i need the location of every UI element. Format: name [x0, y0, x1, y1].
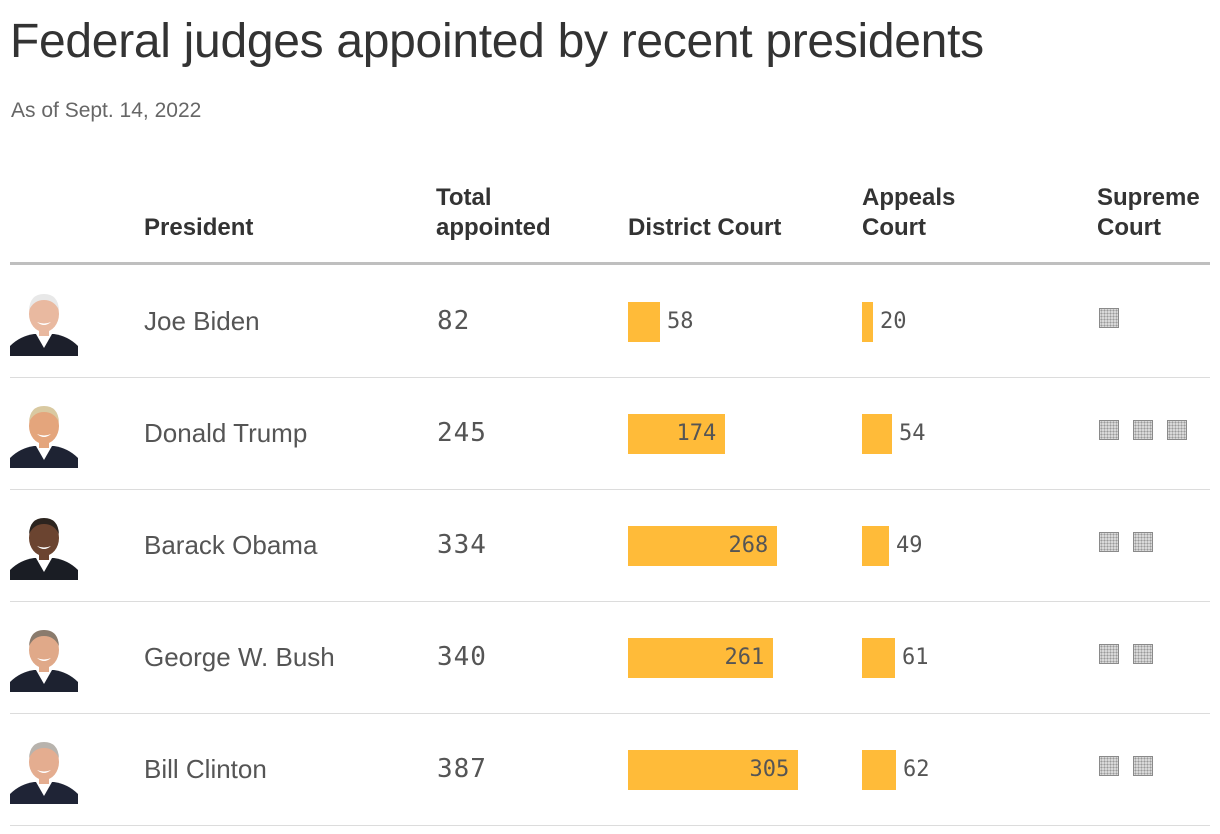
- district-court-bar: [628, 302, 660, 342]
- district-court-label: 58: [667, 309, 694, 334]
- barack-obama-portrait-icon: [10, 512, 78, 580]
- george-w-bush-portrait-icon: [10, 624, 78, 692]
- header-president: President: [144, 214, 254, 241]
- supreme-court-justice-icon: [1133, 420, 1153, 440]
- total-appointed-value: 387: [437, 754, 487, 784]
- header-supreme-line1: Supreme: [1097, 184, 1200, 211]
- row-divider: [10, 377, 1210, 378]
- total-appointed-value: 245: [437, 418, 487, 448]
- appeals-court-bar: [862, 414, 892, 454]
- appeals-court-label: 20: [880, 309, 907, 334]
- header-supreme-line2: Court: [1097, 214, 1161, 241]
- header-district: District Court: [628, 214, 782, 241]
- row-divider: [10, 601, 1210, 602]
- district-court-label: 305: [749, 757, 790, 782]
- supreme-court-justice-icon: [1099, 756, 1119, 776]
- appeals-court-bar: [862, 750, 896, 790]
- row-divider: [10, 825, 1210, 826]
- district-court-bar: [628, 638, 773, 678]
- supreme-court-justice-icon: [1167, 420, 1187, 440]
- district-court-bar: [628, 526, 777, 566]
- header-total-line2: appointed: [436, 214, 551, 241]
- supreme-court-justice-icon: [1133, 756, 1153, 776]
- president-name: Joe Biden: [144, 306, 260, 336]
- president-name: Bill Clinton: [144, 754, 267, 784]
- district-court-label: 268: [728, 533, 769, 558]
- appeals-court-label: 62: [903, 757, 930, 782]
- chart-title: Federal judges appointed by recent presi…: [10, 15, 984, 68]
- donald-trump-portrait-icon: [10, 400, 78, 468]
- president-name: Donald Trump: [144, 418, 308, 448]
- supreme-court-justice-icon: [1099, 532, 1119, 552]
- district-court-bar: [628, 414, 725, 454]
- appeals-court-bar: [862, 638, 895, 678]
- chart-subtitle: As of Sept. 14, 2022: [11, 99, 202, 122]
- appeals-court-label: 49: [896, 533, 923, 558]
- appeals-court-bar: [862, 302, 873, 342]
- appeals-court-label: 54: [899, 421, 926, 446]
- total-appointed-value: 82: [437, 306, 471, 336]
- table-row: Donald Trump 245 174 54: [0, 378, 1220, 490]
- joe-biden-portrait-icon: [10, 288, 78, 356]
- district-court-bar: [628, 750, 798, 790]
- supreme-court-justice-icon: [1133, 644, 1153, 664]
- table-row: Joe Biden 82 58 20: [0, 266, 1220, 378]
- row-divider: [10, 489, 1210, 490]
- table-row: Barack Obama 334 268 49: [0, 490, 1220, 602]
- supreme-court-justice-icon: [1099, 308, 1119, 328]
- header-divider: [10, 262, 1210, 265]
- bill-clinton-portrait-icon: [10, 736, 78, 804]
- supreme-court-justice-icon: [1133, 532, 1153, 552]
- appeals-court-bar: [862, 526, 889, 566]
- district-court-label: 261: [724, 645, 765, 670]
- header-total-line1: Total: [436, 184, 492, 211]
- total-appointed-value: 334: [437, 530, 487, 560]
- row-divider: [10, 713, 1210, 714]
- president-name: George W. Bush: [144, 642, 335, 672]
- header-appeals-line2: Court: [862, 214, 926, 241]
- supreme-court-justice-icon: [1099, 644, 1119, 664]
- table-row: Bill Clinton 387 305 62: [0, 714, 1220, 826]
- supreme-court-justice-icon: [1099, 420, 1119, 440]
- president-name: Barack Obama: [144, 530, 318, 560]
- header-appeals-line1: Appeals: [862, 184, 956, 211]
- district-court-label: 174: [676, 421, 717, 446]
- table-row: George W. Bush 340 261 61: [0, 602, 1220, 714]
- total-appointed-value: 340: [437, 642, 487, 672]
- appeals-court-label: 61: [902, 645, 929, 670]
